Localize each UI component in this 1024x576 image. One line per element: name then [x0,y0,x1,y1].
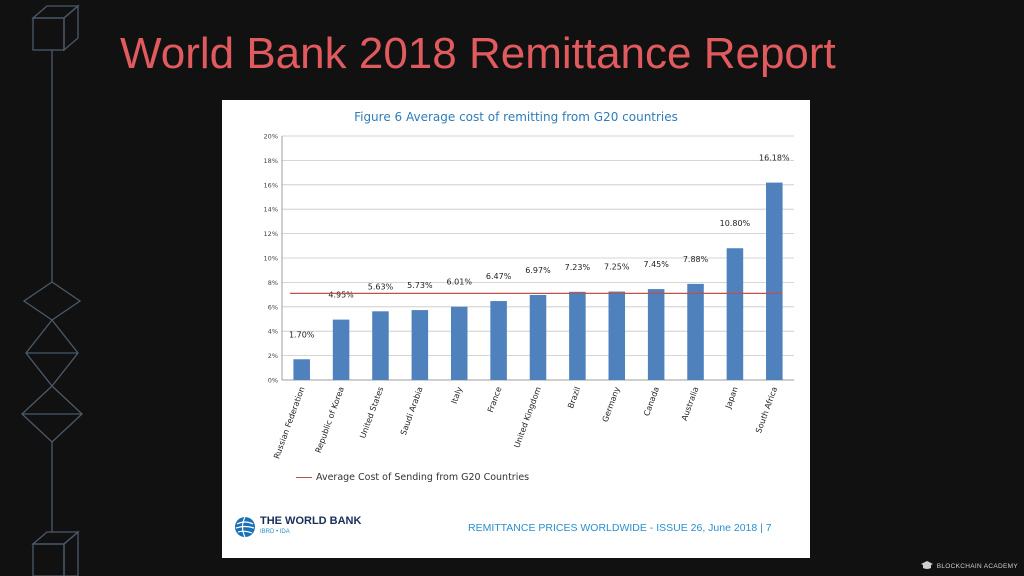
bar [372,311,389,380]
bar [608,291,626,380]
data-label: 1.70% [289,330,315,339]
bar [332,319,350,380]
y-tick-label: 12% [264,230,278,238]
y-tick-label: 16% [264,181,278,189]
bar [726,248,744,380]
academy-brand: BLOCKCHAIN ACADEMY [920,560,1018,572]
data-label: 16.18% [759,154,790,163]
bar [766,182,783,380]
x-tick-label: South Africa [754,386,779,435]
y-tick-label: 2% [268,352,278,360]
y-tick-label: 18% [264,157,278,165]
y-tick-label: 14% [264,206,278,214]
bar [529,294,547,380]
x-tick-label: Brazil [566,386,582,410]
x-tick-label: Saudi Arabia [399,386,425,437]
x-tick-label: Canada [642,386,661,418]
bar [569,291,586,380]
bar-chart: 0% 2% 4% 6% 8% 10% 12% 14% 16% 18% 20% 1.70% Russian… [264,133,794,460]
data-label: 4.95% [328,291,354,300]
data-label: 10.80% [720,219,751,228]
x-tick-label: France [486,386,504,414]
academy-label: BLOCKCHAIN ACADEMY [936,562,1018,570]
logo-sub: IBRD • IDA [260,529,290,535]
x-tick-label: Australia [680,386,701,422]
data-label: 6.47% [486,272,512,281]
y-tick-label: 20% [264,133,278,141]
data-label: 5.73% [407,281,433,290]
bar [647,289,665,380]
x-tick-label: Japan [723,386,739,411]
x-tick-label: Russian Federation [272,386,306,460]
world-bank-logo: THE WORLD BANK IBRD • IDA [234,516,361,538]
x-tick-label: United Kingdom [512,385,542,449]
data-label: 7.23% [565,263,591,272]
legend: Average Cost of Sending from G20 Countri… [296,472,529,483]
data-label: 7.88% [683,255,709,264]
bar [411,310,429,380]
bar [450,306,468,380]
graduation-cap-icon [920,561,933,569]
bar [293,359,310,380]
logo-name: THE WORLD BANK [260,515,362,527]
decorative-cube-line [21,4,83,576]
legend-label: Average Cost of Sending from G20 Countri… [316,472,530,483]
y-tick-label: 0% [268,377,278,385]
y-tick-label: 10% [264,255,278,263]
data-label: 5.63% [368,282,394,291]
data-label: 7.45% [643,260,669,269]
globe-icon [235,516,255,538]
slide-title: World Bank 2018 Remittance Report [120,29,836,78]
bar [687,283,704,380]
data-label: 6.01% [447,278,473,287]
x-tick-label: Republic of Korea [314,386,346,455]
y-tick-label: 8% [268,279,278,287]
y-tick-label: 6% [268,303,278,311]
chart-title: Figure 6 Average cost of remitting from … [354,110,678,124]
y-tick-label: 4% [268,328,278,336]
bar [490,301,507,380]
report-page: 0% 2% 4% 6% 8% 10% 12% 14% 16% 18% 20% 1.70% Russian… [222,100,810,558]
data-label: 6.97% [525,266,551,275]
legend-line-swatch [296,477,312,478]
x-tick-label: Germany [601,385,622,423]
x-tick-label: United States [358,386,385,440]
x-tick-label: Italy [450,385,464,405]
data-label: 7.25% [604,263,630,272]
footer-text: REMITTANCE PRICES WORLDWIDE - ISSUE 26, … [468,522,772,534]
